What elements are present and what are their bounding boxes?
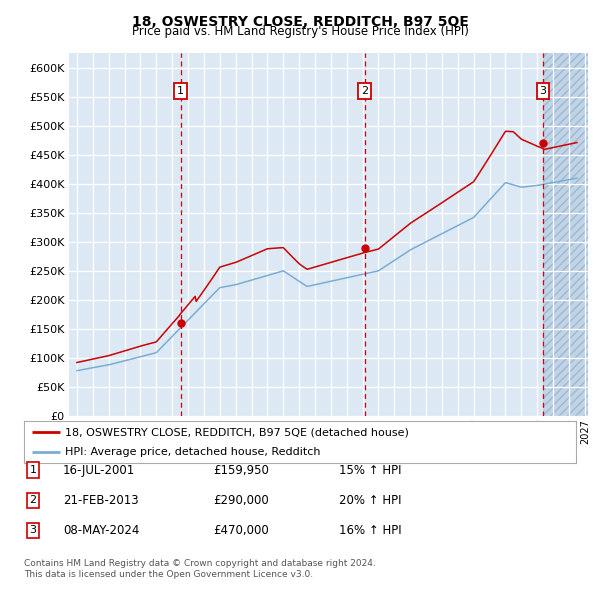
Text: 2: 2 <box>29 496 37 505</box>
Text: 3: 3 <box>539 86 547 96</box>
Text: £470,000: £470,000 <box>213 524 269 537</box>
Text: 18, OSWESTRY CLOSE, REDDITCH, B97 5QE: 18, OSWESTRY CLOSE, REDDITCH, B97 5QE <box>131 15 469 29</box>
Bar <box>543 53 588 416</box>
Text: £290,000: £290,000 <box>213 494 269 507</box>
Text: 21-FEB-2013: 21-FEB-2013 <box>63 494 139 507</box>
Text: 18, OSWESTRY CLOSE, REDDITCH, B97 5QE (detached house): 18, OSWESTRY CLOSE, REDDITCH, B97 5QE (d… <box>65 427 409 437</box>
Text: This data is licensed under the Open Government Licence v3.0.: This data is licensed under the Open Gov… <box>24 571 313 579</box>
Text: 3: 3 <box>29 526 37 535</box>
Text: Contains HM Land Registry data © Crown copyright and database right 2024.: Contains HM Land Registry data © Crown c… <box>24 559 376 568</box>
Text: HPI: Average price, detached house, Redditch: HPI: Average price, detached house, Redd… <box>65 447 321 457</box>
Text: 1: 1 <box>177 86 184 96</box>
Text: 1: 1 <box>29 466 37 475</box>
Text: 08-MAY-2024: 08-MAY-2024 <box>63 524 139 537</box>
Text: 20% ↑ HPI: 20% ↑ HPI <box>339 494 401 507</box>
Text: £159,950: £159,950 <box>213 464 269 477</box>
Text: 2: 2 <box>361 86 368 96</box>
Text: 16-JUL-2001: 16-JUL-2001 <box>63 464 135 477</box>
Text: 16% ↑ HPI: 16% ↑ HPI <box>339 524 401 537</box>
Text: 15% ↑ HPI: 15% ↑ HPI <box>339 464 401 477</box>
Text: Price paid vs. HM Land Registry's House Price Index (HPI): Price paid vs. HM Land Registry's House … <box>131 25 469 38</box>
